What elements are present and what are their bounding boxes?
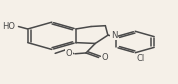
Text: Cl: Cl <box>136 54 144 63</box>
Text: HO: HO <box>2 22 15 31</box>
Text: N: N <box>111 31 117 40</box>
Text: O: O <box>66 49 72 58</box>
Text: O: O <box>102 53 108 62</box>
